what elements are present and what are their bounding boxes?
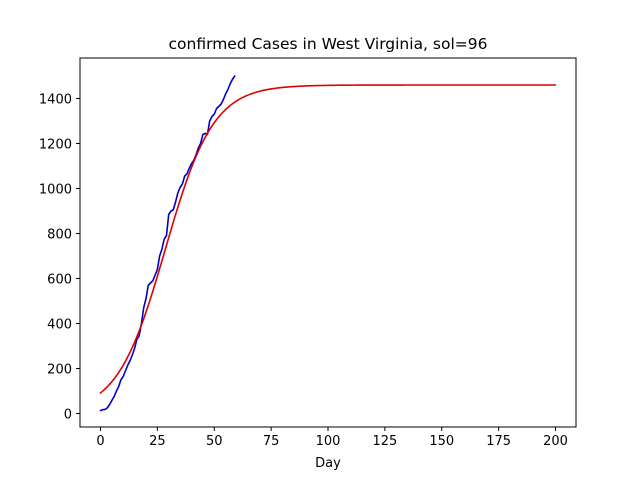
x-axis-title: Day	[315, 456, 341, 471]
y-axis-ticks: 0 200 400 600 800 1000 1200 1400	[39, 93, 80, 423]
chart-title: confirmed Cases in West Virginia, sol=96	[169, 35, 488, 53]
series-line-1	[99, 84, 557, 394]
y-tick-label: 200	[47, 363, 72, 378]
x-tick-label: 50	[206, 434, 223, 449]
x-tick-label: 175	[486, 434, 511, 449]
plot-lines	[99, 75, 557, 412]
x-tick-label: 125	[372, 434, 397, 449]
y-tick-label: 800	[47, 228, 72, 243]
x-axis-ticks: 0 25 50 75 100 125 150 175 200	[96, 427, 568, 449]
y-tick-label: 1000	[39, 183, 72, 198]
x-tick-label: 150	[429, 434, 454, 449]
plot-frame	[79, 57, 577, 428]
x-tick-label: 100	[316, 434, 341, 449]
x-tick-label: 25	[149, 434, 166, 449]
x-tick-label: 0	[96, 434, 104, 449]
x-tick-label: 200	[543, 434, 568, 449]
y-tick-label: 1400	[39, 93, 72, 108]
y-tick-label: 1200	[39, 138, 72, 153]
series-line-0	[99, 75, 236, 412]
y-tick-label: 0	[64, 408, 72, 423]
y-tick-label: 400	[47, 318, 72, 333]
x-tick-label: 75	[263, 434, 280, 449]
y-tick-label: 600	[47, 273, 72, 288]
